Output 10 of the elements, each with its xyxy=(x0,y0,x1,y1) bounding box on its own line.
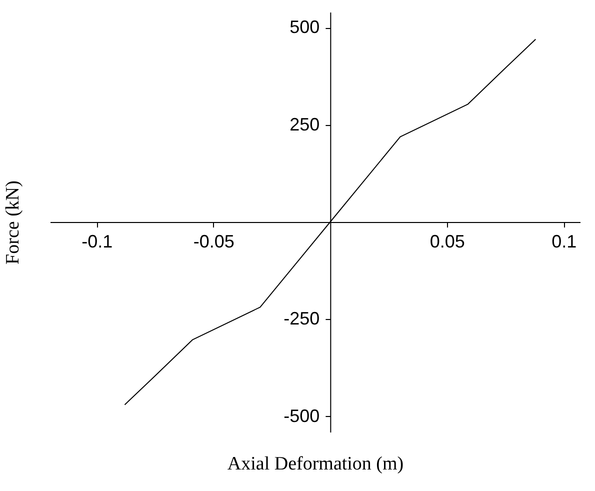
y-tick-label: 250 xyxy=(290,114,320,134)
y-tick-label: -500 xyxy=(284,406,320,426)
y-axis-title: Force (kN) xyxy=(2,180,24,264)
x-tick-label: -0.1 xyxy=(82,232,113,252)
x-axis-title: Axial Deformation (m) xyxy=(227,454,404,474)
y-tick-label: -250 xyxy=(284,308,320,329)
y-tick-label: 500 xyxy=(290,17,320,38)
x-tick-label: 0.05 xyxy=(430,232,465,252)
x-tick-label: 0.1 xyxy=(552,232,577,252)
x-tick-label: -0.05 xyxy=(193,232,234,252)
